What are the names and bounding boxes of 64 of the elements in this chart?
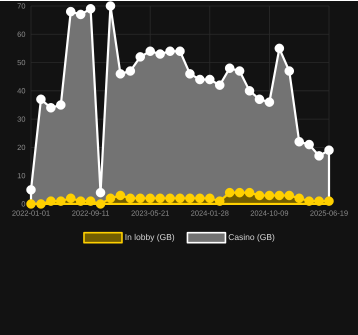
point <box>86 196 96 206</box>
point <box>205 194 215 204</box>
point <box>175 46 185 56</box>
point <box>224 63 234 73</box>
point <box>214 196 224 206</box>
point <box>86 4 96 14</box>
point <box>304 140 314 150</box>
point <box>36 94 46 104</box>
point <box>165 194 175 204</box>
point <box>126 194 136 204</box>
point <box>106 1 116 11</box>
point <box>294 136 304 146</box>
legend-label: Casino (GB) <box>228 234 274 242</box>
legend-label: In lobby (GB) <box>126 234 174 242</box>
point <box>116 69 126 79</box>
point <box>76 196 86 206</box>
point <box>214 80 224 90</box>
point <box>36 199 46 209</box>
point <box>195 194 205 204</box>
point <box>56 196 66 206</box>
point <box>46 196 56 206</box>
point <box>254 94 264 104</box>
point <box>26 199 36 209</box>
point <box>244 188 254 198</box>
point <box>136 52 146 62</box>
point <box>106 194 116 204</box>
point <box>224 188 234 198</box>
point <box>264 190 274 200</box>
point <box>155 49 165 59</box>
point <box>314 151 324 161</box>
point <box>96 188 106 198</box>
point <box>234 188 244 198</box>
point <box>314 196 324 206</box>
point <box>324 145 334 155</box>
point <box>324 196 334 206</box>
point <box>294 194 304 204</box>
point <box>155 194 165 204</box>
point <box>304 196 314 206</box>
point <box>46 103 56 113</box>
point <box>66 6 76 16</box>
point <box>76 10 86 20</box>
point <box>145 46 155 56</box>
point <box>284 190 294 200</box>
point <box>195 74 205 84</box>
point <box>284 66 294 76</box>
point <box>116 190 126 200</box>
point <box>126 66 136 76</box>
point <box>274 44 284 54</box>
point <box>205 74 215 84</box>
point <box>254 190 264 200</box>
point <box>234 66 244 76</box>
point <box>165 46 175 56</box>
point <box>26 185 36 195</box>
point <box>185 69 195 79</box>
point <box>244 86 254 96</box>
point <box>96 199 106 209</box>
point <box>136 194 146 204</box>
point <box>66 194 76 204</box>
point <box>274 190 284 200</box>
point <box>185 194 195 204</box>
point <box>145 194 155 204</box>
point <box>56 100 66 110</box>
point <box>264 97 274 107</box>
point <box>175 194 185 204</box>
